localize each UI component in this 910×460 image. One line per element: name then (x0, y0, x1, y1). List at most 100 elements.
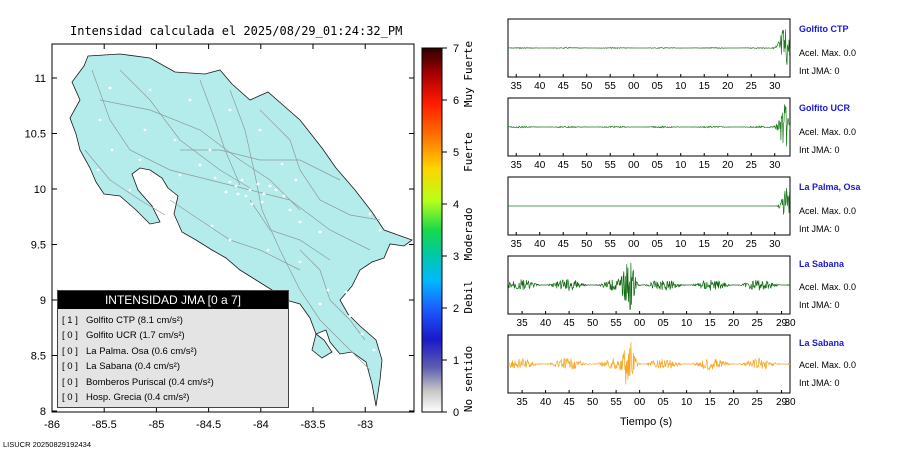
scale-label: Debil (462, 280, 475, 313)
town-marker (282, 194, 286, 198)
road-line (199, 79, 241, 186)
legend-row: [ 0 ] Golfito UCR (1.7 cm/s²) (62, 330, 185, 342)
waveform-trace (508, 188, 791, 215)
time-tick-label: 50 (581, 160, 593, 171)
footer-id: LISUCR 20250829192434 (3, 440, 91, 449)
town-marker (173, 138, 177, 142)
town-marker (110, 148, 114, 152)
scale-value: 3 (453, 251, 459, 263)
road-line (299, 249, 366, 341)
time-tick-label: 20 (728, 397, 740, 408)
town-marker (260, 200, 264, 204)
town-marker (266, 248, 270, 252)
town-marker (368, 212, 372, 216)
time-tick-label: 05 (652, 239, 664, 250)
time-tick-label: 25 (746, 239, 758, 250)
time-tick-label: 45 (558, 160, 570, 171)
station-int: Int JMA: 0 (799, 300, 840, 310)
town-marker (348, 314, 352, 318)
town-marker (158, 208, 162, 212)
town-marker (248, 188, 252, 192)
town-marker (294, 178, 298, 182)
town-marker (188, 98, 192, 102)
legend-list: [ 1 ] Golfito CTP (8.1 cm/s²) [ 0 ] Golfit… (58, 313, 288, 405)
time-tick-label: 45 (558, 81, 570, 92)
town-marker (288, 208, 292, 212)
town-marker (262, 192, 266, 196)
time-tick-label: 45 (558, 239, 570, 250)
town-marker (143, 128, 147, 132)
time-tick-label: 05 (652, 160, 664, 171)
town-marker (234, 184, 238, 188)
legend-row: [ 0 ] Hosp. Grecia (0.4 cm/s²) (62, 391, 190, 403)
time-tick-label: 40 (534, 81, 546, 92)
station-int: Int JMA: 0 (799, 145, 840, 155)
waveform-panel: 35 40 45 50 55 00 05 10 15 20 25 30 (507, 18, 791, 92)
town-marker (274, 188, 278, 192)
scale-value: 6 (453, 95, 459, 107)
legend-row: [ 0 ] Bomberos Puriscal (0.4 cm/s²) (62, 376, 214, 388)
time-tick-label: 10 (681, 397, 693, 408)
time-tick-label: 40 (540, 318, 552, 329)
legend-row: [ 1 ] Golfito CTP (8.1 cm/s²) (62, 315, 183, 326)
station-acel: Acel. Max. 0.0 (799, 282, 857, 292)
lat-tick-label: 10 (34, 184, 46, 196)
town-marker (256, 182, 260, 186)
latitude-axis: 11 10.5 10 9.5 9 8.5 8 (25, 73, 414, 418)
town-marker (378, 228, 382, 232)
time-tick-label: 10 (675, 81, 687, 92)
lat-tick-label: 9.5 (31, 240, 46, 252)
waveform-trace (507, 104, 791, 147)
map-title: Intensidad calculada el 2025/08/29_01:24… (70, 24, 403, 38)
town-marker (360, 332, 364, 336)
scale-value: 1 (453, 355, 459, 367)
town-marker (228, 180, 232, 184)
station-acel: Acel. Max. 0.0 (799, 206, 857, 216)
scale-label: Moderado (462, 208, 475, 261)
time-tick-label: 35 (517, 318, 529, 329)
lon-tick-label: -85 (148, 419, 164, 431)
time-tick-label: 00 (628, 160, 640, 171)
time-tick-label: 29 (776, 318, 788, 329)
color-bar (421, 47, 443, 413)
town-marker (236, 192, 240, 196)
road-line (99, 99, 301, 211)
time-tick-label: 10 (681, 318, 693, 329)
osa-peninsula (311, 333, 333, 359)
road-line (249, 199, 331, 261)
station-acel: Acel. Max. 0.0 (799, 48, 857, 58)
time-tick-label: 05 (652, 81, 664, 92)
time-tick-label: 05 (658, 397, 670, 408)
station-int: Int JMA: 0 (799, 66, 840, 76)
time-tick-label: 00 (628, 239, 640, 250)
town-marker (208, 148, 212, 152)
intensity-legend: INTENSIDAD JMA [0 a 7] [ 1 ] Golfito CTP … (57, 290, 289, 408)
station-name: La Palma, Osa (799, 182, 861, 192)
time-tick-label: 40 (540, 397, 552, 408)
town-marker (326, 288, 330, 292)
time-tick-label: 25 (752, 318, 764, 329)
town-marker (178, 173, 182, 177)
time-tick-label: 50 (581, 81, 593, 92)
town-marker (298, 260, 302, 264)
time-tick-label: 20 (722, 81, 734, 92)
time-tick-label: 50 (587, 318, 599, 329)
costa-rica-landmass (69, 53, 413, 407)
town-marker (228, 238, 232, 242)
town-marker (344, 290, 348, 294)
time-tick-label: 55 (605, 160, 617, 171)
time-tick-label: 35 (511, 239, 523, 250)
lon-tick-label: -85.5 (92, 419, 117, 431)
town-marker (96, 168, 100, 172)
town-marker (108, 86, 112, 90)
town-marker (210, 224, 214, 228)
time-tick-label: 40 (534, 239, 546, 250)
scale-label: No sentido (462, 346, 475, 412)
legend-title: INTENSIDAD JMA [0 a 7] (58, 291, 288, 309)
scale-value: 2 (453, 303, 459, 315)
scale-labels: Muy Fuerte Fuerte Moderado Debil No sentido (462, 41, 475, 412)
lat-tick-label: 8 (40, 406, 46, 418)
road-line (180, 149, 341, 181)
time-tick-label: 30 (769, 239, 781, 250)
time-tick-label: 10 (675, 160, 687, 171)
